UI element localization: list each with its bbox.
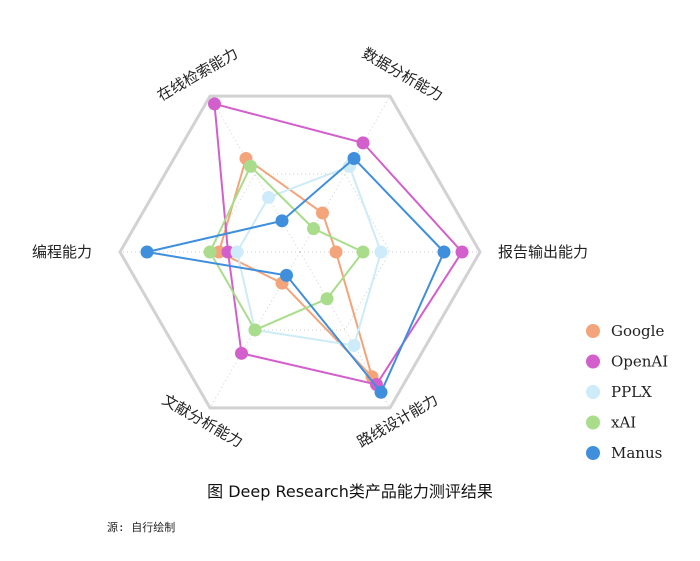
legend-label: PPLX — [611, 383, 652, 401]
data-point — [320, 292, 334, 306]
data-point — [212, 245, 226, 259]
series-xai — [203, 159, 370, 337]
legend-marker — [586, 324, 600, 338]
legend-label: OpenAI — [611, 353, 668, 371]
data-point — [316, 206, 329, 220]
data-point — [221, 245, 235, 259]
legend-marker — [586, 385, 600, 399]
data-point — [307, 222, 320, 236]
legend-label: Manus — [611, 444, 662, 462]
data-point — [280, 268, 293, 282]
axis-label: 报告输出能力 — [498, 243, 588, 261]
data-point — [203, 245, 217, 259]
data-point — [140, 245, 154, 259]
legend: Google OpenAI PPLX xAI Manus — [586, 322, 668, 462]
series-openai — [208, 97, 469, 392]
legend-marker — [586, 446, 600, 460]
data-point — [248, 323, 262, 337]
axis-label: 文献分析能力 — [159, 391, 246, 452]
data-point — [347, 339, 361, 353]
data-point — [356, 136, 370, 150]
legend-marker — [586, 415, 600, 430]
series-layer — [140, 97, 469, 399]
data-point — [329, 245, 343, 259]
data-point — [208, 97, 221, 111]
legend-label: xAI — [611, 414, 636, 432]
axis-label: 编程能力 — [32, 243, 92, 261]
data-point — [230, 245, 244, 259]
data-point — [374, 385, 388, 399]
series-manus — [140, 151, 451, 399]
data-point — [437, 245, 451, 259]
legend-marker — [586, 354, 600, 369]
data-point — [275, 214, 289, 228]
data-point — [356, 245, 370, 259]
radar-grid — [118, 94, 482, 410]
source-note: 源: 自行绘制 — [107, 521, 176, 534]
radar-spoke — [209, 95, 301, 253]
data-point — [262, 190, 275, 204]
data-point — [235, 346, 248, 360]
legend-label: Google — [611, 322, 664, 340]
data-point — [244, 159, 257, 173]
data-point — [374, 245, 388, 259]
axis-label: 路线设计能力 — [354, 391, 441, 452]
data-point — [347, 151, 361, 165]
chart-caption: 图 Deep Research类产品能力测评结果 — [207, 482, 493, 501]
data-point — [455, 245, 469, 259]
